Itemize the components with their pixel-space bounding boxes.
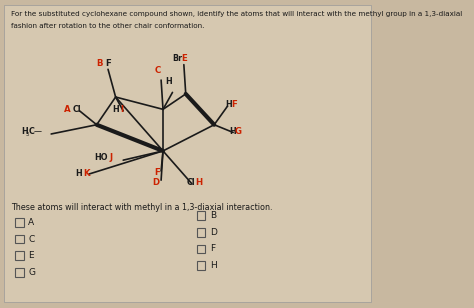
Bar xyxy=(15,268,24,277)
Text: B: B xyxy=(210,211,216,220)
Text: —: — xyxy=(34,127,42,136)
Text: H: H xyxy=(229,127,236,136)
Text: G: G xyxy=(28,268,35,277)
Text: E: E xyxy=(28,251,34,260)
Text: These atoms will interact with methyl in a 1,3-diaxial interaction.: These atoms will interact with methyl in… xyxy=(11,203,273,212)
Text: H: H xyxy=(210,261,217,270)
Text: F: F xyxy=(231,100,237,109)
Text: Cl: Cl xyxy=(186,178,195,187)
Text: H: H xyxy=(165,77,172,86)
Text: K: K xyxy=(83,169,90,178)
Text: Cl: Cl xyxy=(73,105,82,115)
Text: F: F xyxy=(105,59,111,68)
Text: J: J xyxy=(109,153,112,162)
Bar xyxy=(197,261,205,270)
Text: For the substituted cyclohexane compound shown, identify the atoms that will int: For the substituted cyclohexane compound… xyxy=(11,11,463,17)
Text: F: F xyxy=(155,168,160,177)
Text: HO: HO xyxy=(94,153,108,162)
Text: E: E xyxy=(181,54,187,63)
Text: C: C xyxy=(154,67,160,75)
Text: D: D xyxy=(152,178,159,187)
Bar xyxy=(15,251,24,260)
Text: C: C xyxy=(29,127,35,136)
Text: Br: Br xyxy=(173,54,182,63)
Bar xyxy=(197,228,205,237)
Text: I: I xyxy=(120,105,124,114)
Bar xyxy=(197,211,205,220)
Bar xyxy=(197,245,205,253)
Text: H: H xyxy=(195,178,202,187)
Text: G: G xyxy=(235,127,242,136)
Text: fashion after rotation to the other chair conformation.: fashion after rotation to the other chai… xyxy=(11,23,205,29)
Text: 3: 3 xyxy=(26,132,28,137)
Text: H: H xyxy=(225,100,232,109)
Text: A: A xyxy=(28,218,34,227)
Text: A: A xyxy=(64,105,70,114)
Text: F: F xyxy=(210,244,215,253)
Text: H: H xyxy=(75,169,82,178)
Text: H: H xyxy=(113,105,119,114)
Bar xyxy=(15,218,24,227)
Text: C: C xyxy=(28,234,34,244)
Text: H: H xyxy=(21,127,27,136)
Text: B: B xyxy=(97,59,103,68)
Bar xyxy=(15,235,24,243)
Text: D: D xyxy=(210,228,217,237)
